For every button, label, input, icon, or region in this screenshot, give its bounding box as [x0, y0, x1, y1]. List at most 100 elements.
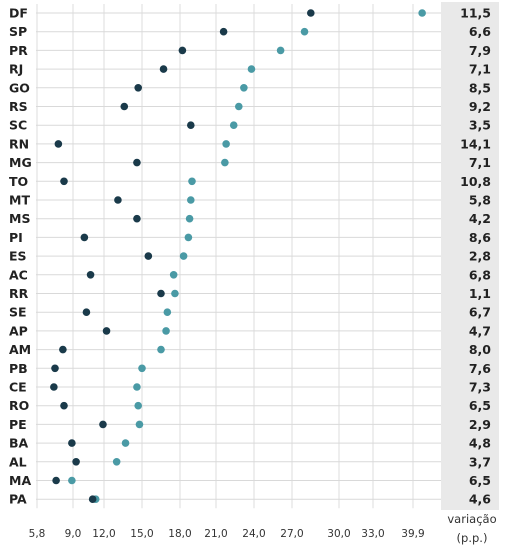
variation-value: 6,8 [469, 267, 491, 282]
dark-dot [51, 364, 59, 373]
state-label: AM [9, 342, 31, 357]
variation-value: 8,5 [469, 80, 491, 95]
dark-dot [86, 271, 95, 279]
state-label: MA [9, 473, 31, 488]
x-tick-label: 30,0 [327, 528, 350, 540]
light-dot [187, 196, 195, 204]
light-dot [68, 476, 76, 485]
light-dot [138, 364, 146, 373]
state-label: PA [9, 492, 27, 507]
light-dot [276, 46, 285, 55]
variation-value: 4,6 [469, 492, 491, 507]
x-tick-label: 21,0 [204, 528, 227, 540]
state-label: MG [9, 155, 32, 170]
x-tick-label: 27,0 [280, 528, 303, 540]
state-label: PR [9, 43, 28, 58]
dark-dot [133, 214, 141, 223]
light-dot [221, 158, 229, 167]
variation-value: 10,8 [460, 174, 491, 189]
x-axis-ticks: 5,8 9,0 12,0 15,0 18,0 21,0 24,0 27,0 30,0 33,0 39… [29, 528, 425, 540]
dark-dot [54, 140, 63, 148]
x-tick-label: 33,0 [361, 528, 384, 540]
dark-dot [60, 401, 68, 410]
state-label: AC [9, 267, 28, 282]
x-tick-label: 15,0 [130, 528, 153, 540]
x-tick-label: 18,0 [168, 528, 191, 540]
light-dot [235, 102, 243, 111]
variation-value: 7,1 [469, 155, 491, 170]
light-dot [300, 27, 309, 36]
variation-value: 8,0 [469, 342, 491, 357]
state-label: SC [9, 118, 27, 133]
state-label: PB [9, 361, 28, 376]
light-dot [179, 252, 188, 260]
variation-value: 14,1 [460, 136, 491, 151]
variation-value: 6,6 [469, 24, 491, 39]
state-label: MS [9, 211, 30, 226]
light-dot [169, 271, 178, 279]
variation-value: 4,7 [469, 323, 491, 338]
state-label: GO [9, 80, 30, 95]
x-tick-label: 5,8 [29, 528, 46, 540]
dark-dot [68, 439, 76, 447]
state-label: TO [9, 174, 28, 189]
state-label: SE [9, 305, 27, 320]
x-tick-label: 39,9 [401, 528, 424, 540]
light-dot [229, 121, 238, 129]
light-dot [184, 233, 193, 242]
state-label: AP [9, 323, 28, 338]
dark-dot [102, 327, 111, 335]
light-dot [121, 439, 130, 447]
x-tick-label: 24,0 [242, 528, 265, 540]
dark-dot [187, 121, 195, 129]
variation-values: 11,5 6,6 7,9 7,1 8,5 9,2 3,5 14,1 7,1 10,8 5,8 4,2 8… [460, 6, 491, 507]
dark-dot [178, 46, 187, 55]
dark-dot [219, 27, 228, 36]
light-dot [418, 9, 426, 17]
state-label: RN [9, 136, 29, 151]
dots [50, 9, 426, 504]
variation-value: 7,9 [469, 43, 491, 58]
state-label: CE [9, 380, 27, 395]
x-tick-label: 12,0 [92, 528, 115, 540]
light-dot [188, 177, 196, 186]
variation-value: 6,5 [469, 473, 491, 488]
dark-dot [133, 158, 141, 167]
dark-dot [99, 420, 107, 429]
light-dot [135, 420, 144, 429]
dark-dot [307, 9, 315, 17]
dark-dot [50, 383, 58, 391]
variation-value: 11,5 [460, 6, 491, 21]
dark-dot [88, 495, 97, 504]
dark-dot [120, 102, 129, 111]
state-label: PE [9, 417, 27, 432]
dark-dot [59, 345, 67, 354]
variation-value: 4,8 [469, 436, 491, 451]
variation-value: 6,7 [469, 305, 491, 320]
variation-value: 4,2 [469, 211, 491, 226]
dark-dot [134, 84, 142, 92]
dark-dot [157, 289, 165, 298]
state-labels: DF SP PR RJ GO RS SC RN MG TO MT MS PI ES AC RR SE AP AM PB… [9, 6, 32, 507]
state-label: ES [9, 249, 27, 264]
light-dot [157, 345, 165, 354]
x-tick-label: 9,0 [65, 528, 82, 540]
dark-dot [80, 233, 89, 242]
light-dot [240, 84, 248, 92]
light-dot [247, 65, 256, 73]
dark-dot [159, 65, 168, 73]
variation-value: 6,5 [469, 398, 491, 413]
dark-dot [72, 458, 80, 466]
state-label: BA [9, 436, 29, 451]
variation-value: 1,1 [469, 286, 491, 301]
variation-value: 3,5 [469, 118, 491, 133]
variation-value: 9,2 [469, 99, 491, 114]
state-label: AL [9, 454, 27, 469]
dark-dot [52, 476, 60, 485]
value-column-background [441, 2, 499, 510]
dark-dot [114, 196, 122, 204]
variation-value: 2,8 [469, 249, 491, 264]
light-dot [134, 401, 142, 410]
variation-value: 2,9 [469, 417, 491, 432]
